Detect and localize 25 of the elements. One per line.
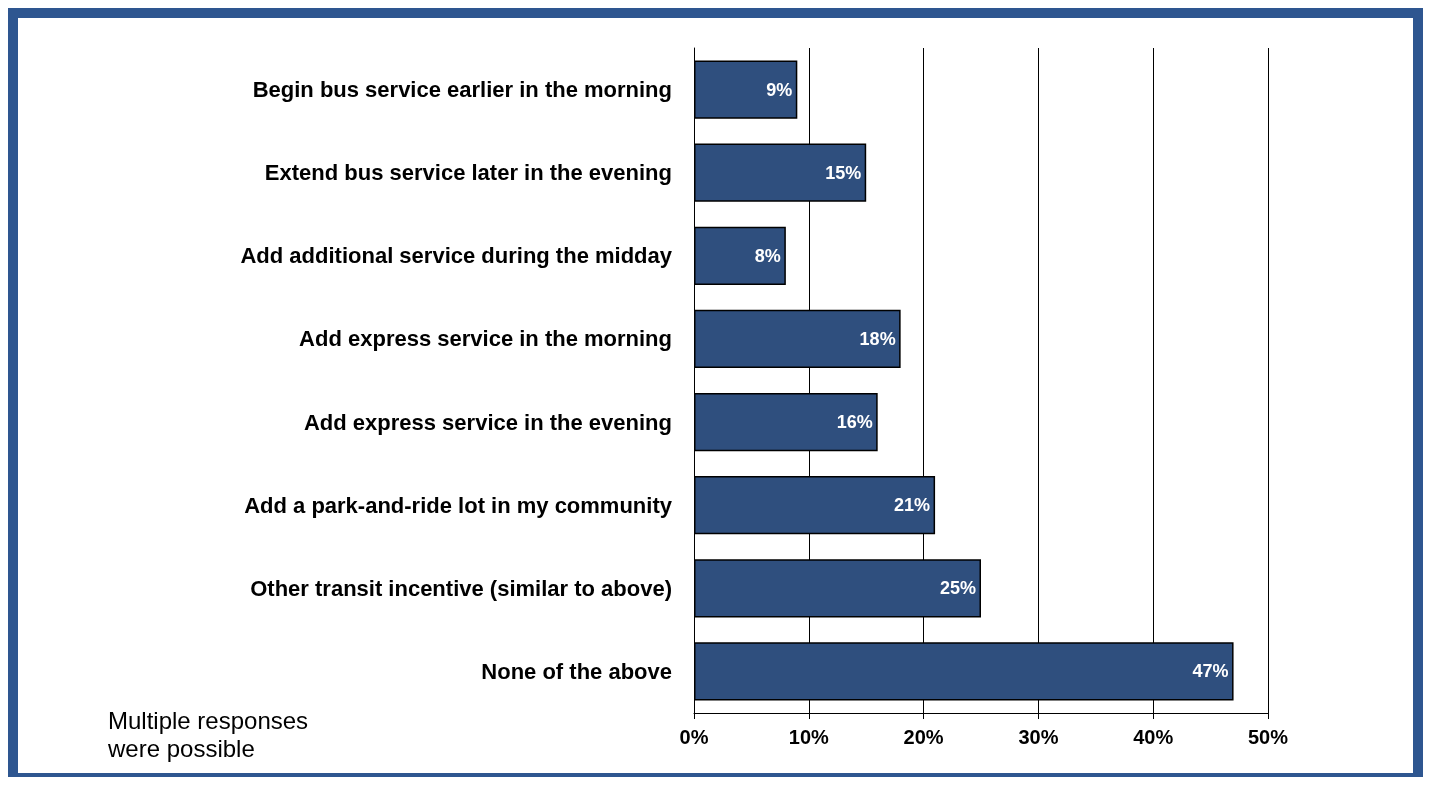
data-label: 15% [825,162,862,183]
text: Multiple responses were possible [107,706,315,762]
data-label: 47% [1192,661,1229,682]
data-label: 21% [894,495,931,516]
y-tick-label: Add express service in the evening [303,409,672,435]
y-tick-label: Add a park-and-ride lot in my community [244,492,673,518]
y-tick-label: Add additional service during the midday [240,243,673,269]
x-tick-label: 20% [903,726,944,748]
data-label: 9% [766,79,793,100]
x-tick-label: 50% [1247,726,1289,748]
bar [694,60,798,119]
data-label: 18% [859,328,896,349]
x-tick-label: 10% [788,726,830,748]
bar [694,226,786,285]
x-tick-label: 0% [679,726,709,748]
data-label: 16% [836,412,873,433]
y-tick-label: Begin bus service earlier in the morning [252,77,672,103]
y-tick-label: Extend bus service later in the evening [264,160,672,186]
y-tick-label: Add express service in the morning [299,326,672,352]
data-label: 8% [754,245,781,266]
y-tick-label: Other transit incentive (similar to above) [250,575,672,601]
x-tick-label: 30% [1018,726,1059,748]
x-tick-label: 40% [1133,726,1174,748]
y-tick-label: None of the above [481,658,672,684]
data-label: 25% [939,578,976,599]
